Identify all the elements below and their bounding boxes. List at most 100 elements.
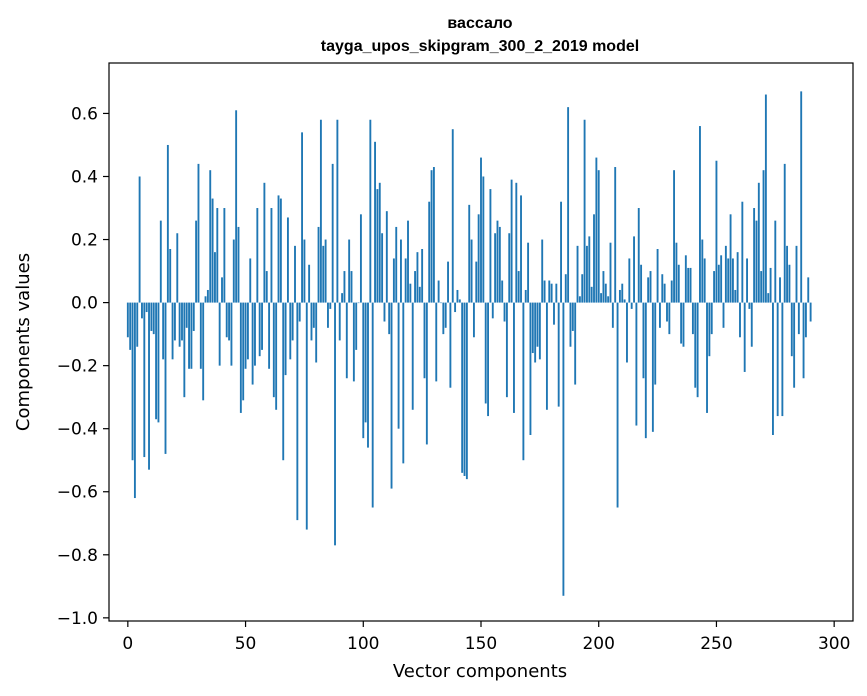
bar-174 (536, 302, 539, 347)
x-tick-label: 250 (700, 634, 732, 654)
bar-0 (126, 302, 129, 338)
bar-108 (381, 233, 384, 303)
bar-251 (717, 264, 720, 303)
bar-51 (246, 302, 249, 360)
bar-21 (176, 233, 179, 303)
y-tick-label: −0.2 (57, 357, 98, 377)
bar-96 (352, 302, 355, 382)
bar-234 (677, 264, 680, 303)
bar-286 (800, 91, 803, 303)
bar-212 (626, 302, 628, 363)
bar-97 (355, 302, 358, 350)
bar-274 (772, 302, 774, 435)
bar-228 (663, 283, 666, 303)
bar-47 (237, 226, 240, 303)
bar-232 (673, 170, 675, 303)
bar-259 (736, 252, 739, 303)
bar-288 (804, 302, 807, 338)
bar-276 (776, 302, 779, 417)
bar-55 (256, 208, 259, 303)
bar-116 (400, 239, 402, 303)
bar-209 (618, 289, 621, 303)
bar-80 (315, 302, 318, 363)
bar-161 (505, 302, 508, 398)
bar-162 (508, 233, 511, 303)
bar-127 (425, 302, 428, 445)
bar-190 (574, 302, 577, 385)
bar-114 (395, 226, 398, 303)
bar-120 (409, 283, 412, 303)
bar-84 (324, 239, 327, 303)
bar-215 (633, 236, 635, 303)
bar-5 (138, 176, 141, 303)
bar-41 (223, 208, 226, 303)
bar-236 (682, 302, 685, 347)
bar-134 (442, 302, 445, 335)
bar-166 (517, 271, 520, 303)
bar-145 (468, 204, 471, 303)
bar-273 (769, 267, 772, 303)
bar-146 (470, 239, 473, 303)
bar-1 (129, 302, 132, 350)
bar-239 (689, 267, 692, 303)
bar-111 (388, 302, 391, 335)
bar-62 (272, 302, 275, 398)
bar-244 (701, 239, 704, 303)
bar-115 (397, 302, 400, 429)
x-tick-label: 200 (582, 634, 614, 654)
bar-31 (199, 302, 202, 369)
bar-65 (279, 198, 282, 303)
bar-28 (192, 302, 195, 331)
bar-211 (623, 299, 626, 303)
bar-275 (774, 220, 777, 303)
bar-157 (496, 220, 499, 303)
bar-202 (602, 271, 605, 303)
bar-214 (630, 302, 633, 309)
bar-270 (762, 170, 765, 303)
bar-83 (322, 245, 325, 303)
bar-122 (414, 271, 417, 303)
bar-57 (261, 302, 263, 350)
bar-45 (232, 239, 235, 303)
bar-187 (567, 107, 570, 303)
bar-242 (696, 302, 699, 398)
bar-267 (755, 220, 758, 303)
bar-183 (557, 302, 560, 407)
bar-9 (148, 302, 150, 470)
bar-17 (166, 144, 169, 303)
bar-143 (463, 302, 466, 476)
bar-289 (807, 277, 810, 303)
bar-20 (173, 302, 176, 341)
bar-213 (628, 258, 631, 303)
bar-287 (802, 302, 805, 379)
bar-130 (432, 167, 435, 303)
y-tick-label: 0.6 (71, 104, 98, 124)
bar-160 (503, 302, 506, 322)
y-tick-label: 0.2 (71, 231, 98, 251)
bar-247 (708, 302, 711, 357)
bar-102 (367, 302, 369, 448)
bar-149 (477, 214, 480, 303)
bar-68 (286, 217, 289, 303)
bar-71 (294, 245, 296, 303)
x-axis: 0 50 100 150 200 250 300 (122, 621, 850, 654)
bar-59 (265, 271, 268, 303)
bar-173 (534, 302, 537, 363)
bar-75 (303, 239, 306, 303)
bar-167 (520, 195, 522, 303)
bar-12 (155, 302, 158, 420)
bar-54 (254, 302, 256, 366)
bar-237 (684, 255, 687, 303)
bar-19 (171, 302, 174, 360)
bar-38 (216, 208, 219, 303)
bar-128 (428, 201, 431, 303)
bar-272 (767, 293, 770, 303)
bar-172 (531, 302, 534, 354)
bar-257 (731, 258, 734, 303)
bar-49 (242, 302, 245, 401)
bar-40 (221, 277, 223, 303)
bar-16 (164, 302, 167, 454)
bar-147 (472, 302, 475, 338)
x-axis-label: Vector components (393, 661, 567, 682)
